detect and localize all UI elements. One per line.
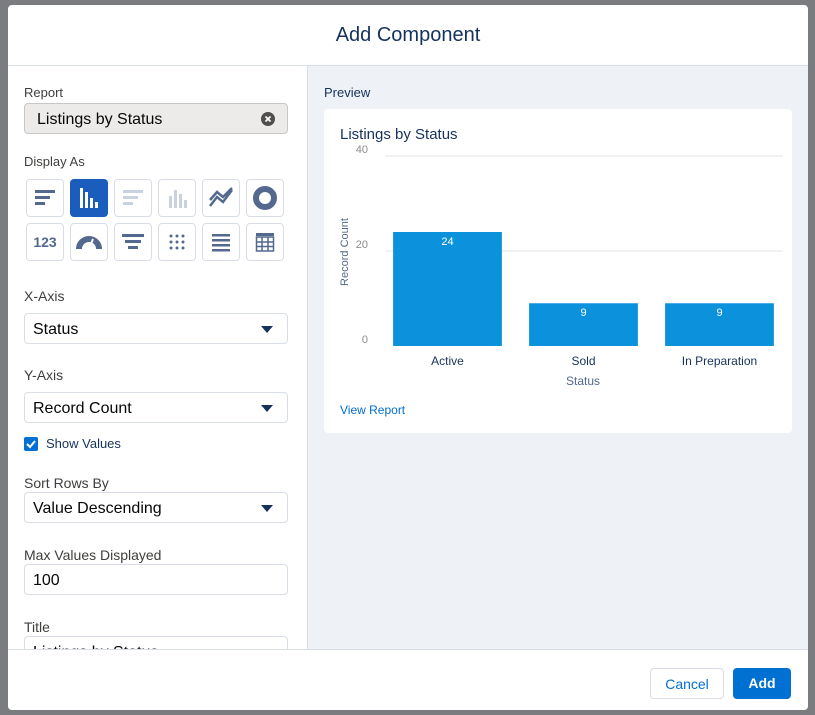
chart-type-button[interactable] [114, 179, 152, 217]
checkbox-label: Show Values [46, 436, 121, 451]
select-value: Status [33, 321, 79, 338]
view-report-link[interactable]: View Report [340, 403, 406, 417]
preview-card: Listings by Status Record Count Status V… [324, 109, 792, 433]
y-tick-label: 40 [356, 144, 368, 156]
chart-type-button[interactable] [70, 223, 108, 261]
modal-title: Add Component [8, 5, 808, 66]
bar [529, 303, 638, 346]
x-axis-title: Status [566, 374, 600, 388]
field-label: Display As [24, 154, 85, 169]
preview-label: Preview [324, 85, 371, 100]
field-label: Sort Rows By [24, 475, 109, 491]
chart-type-button[interactable] [246, 179, 284, 217]
clear-icon[interactable] [261, 112, 275, 126]
y-tick-label: 20 [356, 239, 368, 251]
modal: Add Component Report Listings by Status … [8, 5, 808, 710]
select-value: Value Descending [33, 500, 162, 517]
chart-type-button[interactable] [114, 223, 152, 261]
add-button[interactable]: Add [733, 668, 791, 699]
chart-type-button[interactable] [158, 223, 196, 261]
y-tick-label: 0 [362, 334, 368, 346]
cancel-button[interactable]: Cancel [650, 668, 724, 699]
value-label: 9 [580, 307, 586, 319]
report-input[interactable]: Listings by Status [24, 103, 288, 134]
field-label: Y-Axis [24, 367, 64, 383]
checkmark [26, 440, 36, 449]
chart-title: Listings by Status [340, 126, 458, 143]
sort-select[interactable]: Value Descending [24, 492, 288, 523]
bar [393, 232, 502, 346]
modal-footer: Cancel Add [8, 649, 808, 710]
y-axis-select[interactable]: Record Count [24, 392, 288, 423]
x-tick-label: In Preparation [682, 354, 757, 368]
title-input[interactable]: Listings by Status [24, 636, 288, 649]
show-values-checkbox[interactable] [24, 437, 38, 451]
chart-type-button[interactable] [70, 179, 108, 217]
x-tick-label: Sold [571, 354, 595, 368]
chart-type-button[interactable] [202, 223, 240, 261]
field-label: Title [24, 619, 50, 635]
report-value: Listings by Status [37, 111, 163, 128]
checkbox-box [24, 437, 38, 451]
value-label: 24 [441, 236, 453, 248]
chart-type-button[interactable] [158, 179, 196, 217]
bar [665, 303, 774, 346]
field-label: X-Axis [24, 288, 65, 304]
chart-type-button[interactable] [26, 179, 64, 217]
value-label: 9 [716, 307, 722, 319]
x-axis-select[interactable]: Status [24, 313, 288, 344]
y-axis-title: Record Count [339, 218, 351, 286]
x-tick-label: Active [431, 354, 464, 368]
chart-type-button[interactable] [202, 179, 240, 217]
chart: Listings by Status Record Count Status V… [339, 126, 783, 417]
preview-panel: Preview Listings by Status Record Count … [308, 66, 808, 649]
chart-type-button[interactable] [246, 223, 284, 261]
field-label: Max Values Displayed [24, 547, 162, 563]
metric-icon[interactable]: 123 [26, 223, 64, 261]
select-value: Record Count [33, 400, 132, 417]
settings-panel: Report Listings by Status Display As 123… [8, 66, 308, 649]
max-values-input[interactable]: 100 [24, 564, 288, 595]
field-label: Report [24, 85, 64, 100]
